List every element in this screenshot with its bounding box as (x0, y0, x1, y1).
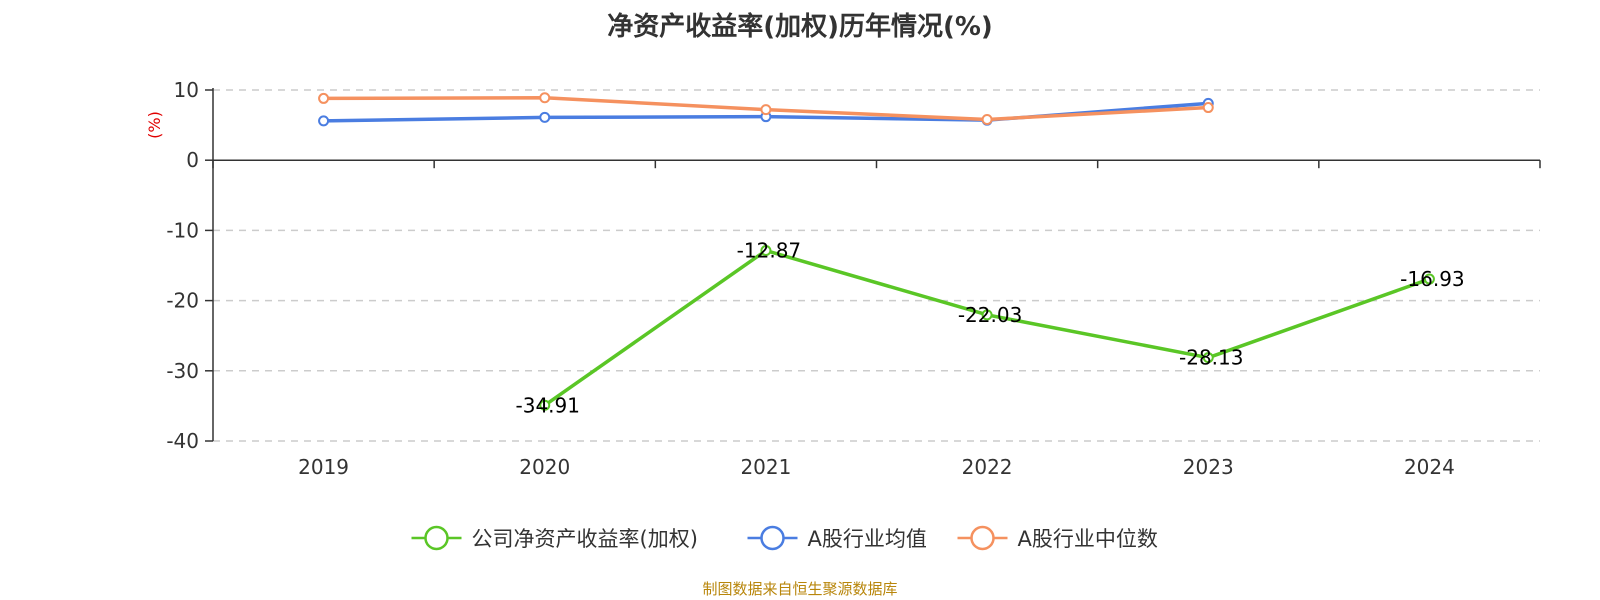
data-point (981, 113, 993, 125)
data-point (1202, 352, 1214, 364)
legend-marker-icon (970, 525, 995, 551)
series-line (543, 248, 1431, 407)
y-axis-unit-label: (%) (145, 111, 164, 139)
series-2 (318, 92, 1214, 125)
series-0 (539, 245, 1435, 411)
legend: 公司净资产收益率(加权) A股行业均值 A股行业中位数 (411, 525, 1158, 551)
source-note: 制图数据来自恒生聚源数据库 (702, 580, 898, 598)
data-label: -16.93 (1400, 267, 1464, 291)
series-layer (318, 92, 1435, 411)
x-tick-label: 2020 (519, 455, 570, 479)
x-tick-label: 2019 (298, 455, 349, 479)
x-tick-label: 2022 (962, 455, 1013, 479)
data-label: -34.91 (516, 393, 580, 417)
axes: 10 0 -10 -20 -30 -40 (%) 2019 2020 2021 2022 2023 20… (145, 78, 1541, 479)
data-point (760, 104, 772, 116)
data-label: -22.03 (958, 303, 1022, 327)
grid-lines (213, 89, 1540, 442)
legend-label: A股行业均值 (808, 527, 927, 551)
legend-marker-icon (760, 525, 785, 551)
legend-item-1: A股行业均值 (747, 525, 927, 551)
data-point (760, 245, 772, 257)
data-point (318, 115, 330, 127)
data-point (981, 309, 993, 321)
x-tick-label: 2024 (1404, 455, 1455, 479)
data-labels: -34.91 -12.87 -22.03 -28.13 -16.93 (516, 239, 1465, 418)
data-point (318, 92, 330, 104)
data-point (539, 111, 551, 123)
data-point (1423, 273, 1435, 285)
data-label: -28.13 (1179, 346, 1243, 370)
legend-label: 公司净资产收益率(加权) (472, 527, 698, 551)
y-tick-label: 0 (186, 148, 199, 172)
data-point (1202, 102, 1214, 114)
y-tick-label: -20 (166, 289, 199, 313)
y-tick-label: -40 (166, 429, 199, 453)
legend-item-2: A股行业中位数 (957, 525, 1158, 551)
y-tick-label: 10 (174, 78, 199, 102)
y-tick-label: -10 (166, 218, 199, 242)
data-point (539, 92, 551, 104)
x-tick-label: 2023 (1183, 455, 1234, 479)
chart-title: 净资产收益率(加权)历年情况(%) (607, 12, 993, 42)
legend-item-0: 公司净资产收益率(加权) (411, 525, 698, 551)
legend-marker-icon (424, 525, 449, 551)
legend-label: A股行业中位数 (1018, 527, 1158, 551)
y-tick-label: -30 (166, 359, 199, 383)
data-label: -12.87 (737, 239, 801, 263)
x-tick-label: 2021 (740, 455, 791, 479)
data-point (539, 399, 551, 411)
